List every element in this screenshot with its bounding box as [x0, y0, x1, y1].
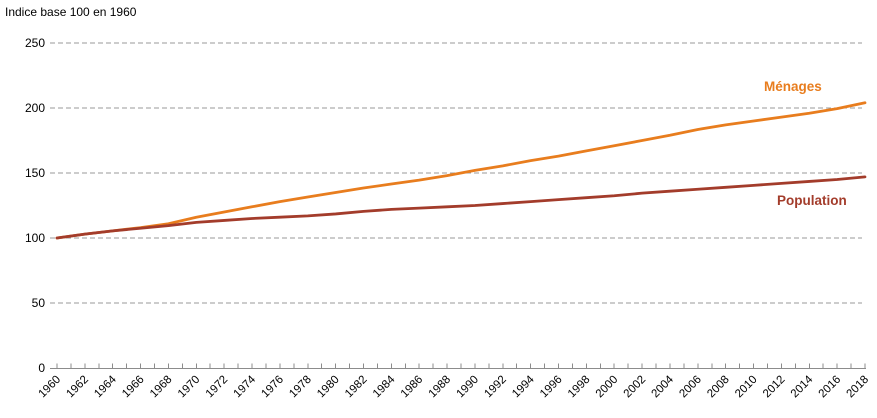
- y-axis-label: 100: [25, 231, 45, 245]
- x-axis-label: 1980: [315, 374, 342, 401]
- y-axis-label: 0: [38, 361, 45, 375]
- x-axis-label: 1992: [482, 374, 509, 401]
- x-axis-label: 1986: [399, 374, 426, 401]
- chart-title: Indice base 100 en 1960: [5, 5, 137, 19]
- x-axis-label: 1996: [538, 374, 565, 401]
- menages-line: [55, 101, 867, 240]
- x-axis-label: 1964: [92, 373, 119, 400]
- x-axis-label: 1962: [64, 374, 91, 401]
- y-axis-label: 200: [25, 101, 45, 115]
- x-axis-label: 1960: [37, 374, 64, 401]
- x-axis-label: 1970: [176, 374, 203, 401]
- x-axis-label: 2006: [677, 374, 704, 401]
- x-axis-label: 2014: [789, 373, 816, 400]
- x-axis-label: 2010: [733, 374, 760, 401]
- x-axis-label: 2000: [594, 374, 621, 401]
- x-axis-label: 1994: [510, 373, 537, 400]
- x-axis-label: 1966: [120, 374, 147, 401]
- x-axis-label: 1982: [343, 374, 370, 401]
- x-axis-label: 1968: [148, 374, 175, 401]
- series-label-menages: Ménages: [764, 79, 822, 94]
- series-label-population: Population: [777, 193, 847, 208]
- x-axis-label: 2012: [761, 374, 788, 401]
- x-axis-label: 1974: [232, 373, 259, 400]
- x-axis-label: 2018: [845, 374, 872, 401]
- x-axis-label: 2002: [622, 374, 649, 401]
- x-axis-label: 2008: [705, 374, 732, 401]
- y-axis-label: 150: [25, 166, 45, 180]
- x-axis-label: 1998: [566, 374, 593, 401]
- x-axis-label: 1978: [287, 374, 314, 401]
- y-axis-label: 50: [32, 296, 46, 310]
- x-axis-label: 1990: [454, 374, 481, 401]
- x-axis-label: 2004: [650, 373, 677, 400]
- x-axis-label: 2016: [817, 374, 844, 401]
- x-axis-label: 1976: [259, 374, 286, 401]
- population-line: [55, 175, 867, 240]
- x-axis-label: 1988: [427, 374, 454, 401]
- x-axis-label: 1972: [204, 374, 231, 401]
- y-axis-label: 250: [25, 36, 45, 50]
- x-axis-label: 1984: [371, 373, 398, 400]
